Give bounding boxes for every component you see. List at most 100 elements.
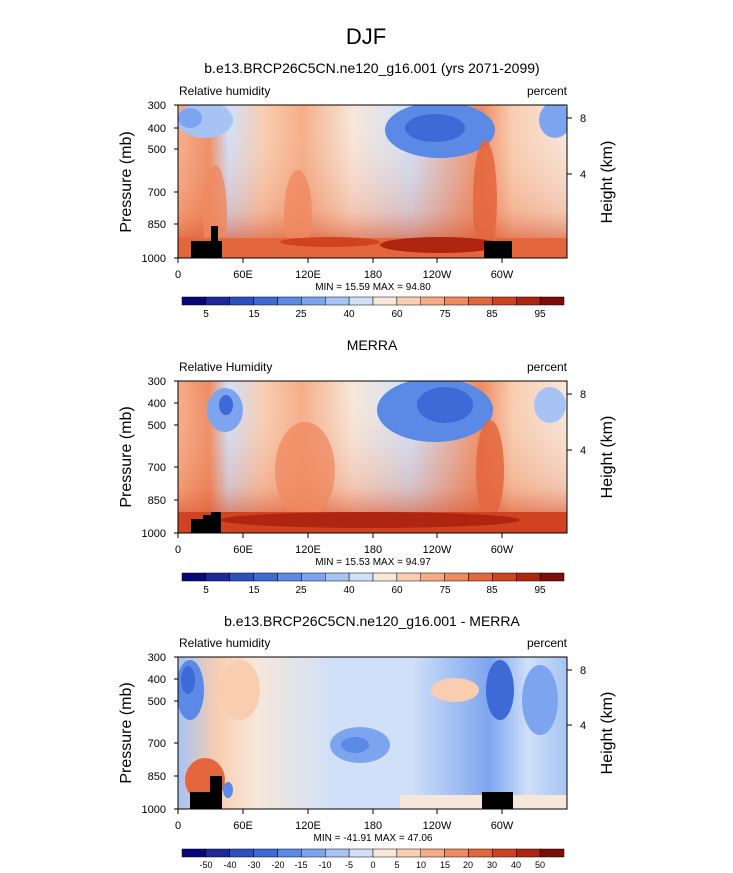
colorbar-swatch [325, 572, 350, 582]
colorbar-label: 40 [343, 585, 355, 596]
panel-1-title: b.e13.BRCP26C5CN.ne120_g16.001 (yrs 2071… [204, 60, 539, 76]
colorbar-label: 25 [295, 585, 307, 596]
colorbar-label: 40 [511, 860, 521, 870]
y-tick: 700 [148, 187, 166, 199]
panel-3-y-ticks: 300 400 500 700 850 1000 [142, 652, 178, 816]
colorbar-swatch [253, 572, 278, 582]
panel-1-y-label: Pressure (mb) [118, 131, 135, 232]
panel-1-x-ticks: 0 60E 120E 180 120W 60W [175, 258, 514, 281]
y2-tick: 8 [580, 113, 586, 125]
y-tick: 400 [148, 398, 166, 410]
x-tick: 120E [295, 544, 321, 556]
panel-2-x-ticks: 0 60E 120E 180 120W 60W [175, 533, 514, 556]
panel-3-field [178, 657, 567, 809]
y-tick: 850 [148, 771, 166, 783]
panel-2-min-max: MIN = 15.53 MAX = 94.97 [315, 557, 431, 568]
panel-1-min-max: MIN = 15.59 MAX = 94.80 [315, 282, 431, 293]
panel-2-y2-label: Height (km) [599, 416, 616, 499]
colorbar-swatch [277, 296, 302, 306]
y2-tick: 8 [580, 665, 586, 677]
colorbar-label: -5 [345, 860, 353, 870]
y2-tick: 4 [580, 720, 586, 732]
colorbar-label: 85 [486, 309, 498, 320]
panel-3-left-label: Relative humidity [179, 636, 270, 650]
x-tick: 60W [491, 820, 514, 832]
panel-2-y-ticks: 300 400 500 700 850 1000 [142, 376, 178, 540]
colorbar-swatch [444, 848, 469, 858]
colorbar-label: 0 [370, 860, 375, 870]
x-tick: 120W [423, 544, 452, 556]
panel-1-colorbar [181, 296, 565, 306]
colorbar-swatch [492, 572, 517, 582]
figure-title: DJF [346, 24, 386, 49]
colorbar-label: 95 [534, 585, 546, 596]
colorbar-swatch [468, 572, 493, 582]
colorbar-label: 85 [486, 585, 498, 596]
colorbar-swatch [468, 848, 493, 858]
colorbar-label: 5 [203, 585, 209, 596]
colorbar-swatch [205, 572, 230, 582]
y-tick: 850 [148, 495, 166, 507]
colorbar-swatch [396, 572, 421, 582]
colorbar-swatch [325, 296, 350, 306]
y2-tick: 4 [580, 169, 586, 181]
y-tick: 700 [148, 738, 166, 750]
panel-3-y2-label: Height (km) [599, 692, 616, 775]
x-tick: 60W [491, 269, 514, 281]
panel-2-colorbar-labels: 5 15 25 40 60 75 85 95 [203, 585, 546, 596]
colorbar-swatch [348, 848, 374, 858]
colorbar-label: -40 [223, 860, 236, 870]
y-tick: 1000 [142, 804, 166, 816]
colorbar-swatch [301, 572, 326, 582]
colorbar-label: 60 [391, 585, 403, 596]
x-tick: 60W [491, 544, 514, 556]
colorbar-swatch [229, 296, 254, 306]
panel-1-y2-ticks: 8 4 [567, 113, 586, 181]
colorbar-label: 15 [248, 309, 260, 320]
colorbar-swatch [539, 296, 565, 306]
colorbar-swatch [301, 848, 326, 858]
colorbar-swatch [420, 572, 445, 582]
colorbar-label: -50 [199, 860, 212, 870]
panel-3-title: b.e13.BRCP26C5CN.ne120_g16.001 - MERRA [224, 613, 520, 629]
x-tick: 180 [364, 820, 382, 832]
colorbar-label: 40 [343, 309, 355, 320]
colorbar-label: -30 [247, 860, 260, 870]
colorbar-swatch [539, 848, 565, 858]
colorbar-label: 30 [487, 860, 497, 870]
panel-3-y2-ticks: 8 4 [567, 665, 586, 732]
panel-3: b.e13.BRCP26C5CN.ne120_g16.001 - MERRA R… [118, 613, 616, 870]
colorbar-swatch [205, 296, 230, 306]
x-tick: 0 [175, 544, 181, 556]
panel-1: b.e13.BRCP26C5CN.ne120_g16.001 (yrs 2071… [118, 60, 616, 320]
x-tick: 180 [364, 544, 382, 556]
colorbar-swatch [492, 848, 517, 858]
colorbar-swatch [229, 848, 254, 858]
y2-tick: 4 [580, 445, 586, 457]
y-tick: 700 [148, 462, 166, 474]
x-tick: 0 [175, 269, 181, 281]
colorbar-swatch [205, 848, 230, 858]
y-tick: 1000 [142, 528, 166, 540]
y-tick: 1000 [142, 253, 166, 265]
colorbar-swatch [396, 296, 421, 306]
colorbar-label: 75 [439, 309, 451, 320]
colorbar-swatch [539, 572, 565, 582]
panel-2-right-label: percent [527, 360, 568, 374]
colorbar-swatch [181, 296, 207, 306]
panel-2-title: MERRA [347, 337, 398, 353]
panel-3-colorbar-labels: -50 -40 -30 -20 -15 -10 -5 0 5 10 15 20 … [199, 860, 545, 870]
panel-1-colorbar-labels: 5 15 25 40 60 75 85 95 [203, 309, 546, 320]
y-tick: 300 [148, 652, 166, 664]
y-tick: 400 [148, 674, 166, 686]
panel-3-min-max: MIN = -41.91 MAX = 47.06 [314, 833, 433, 844]
y-tick: 850 [148, 219, 166, 231]
colorbar-swatch [229, 572, 254, 582]
colorbar-swatch [253, 296, 278, 306]
y-tick: 500 [148, 696, 166, 708]
panel-1-left-label: Relative humidity [179, 84, 270, 98]
colorbar-label: 5 [203, 309, 209, 320]
x-tick: 60E [233, 269, 253, 281]
panel-2-y-label: Pressure (mb) [118, 406, 135, 507]
